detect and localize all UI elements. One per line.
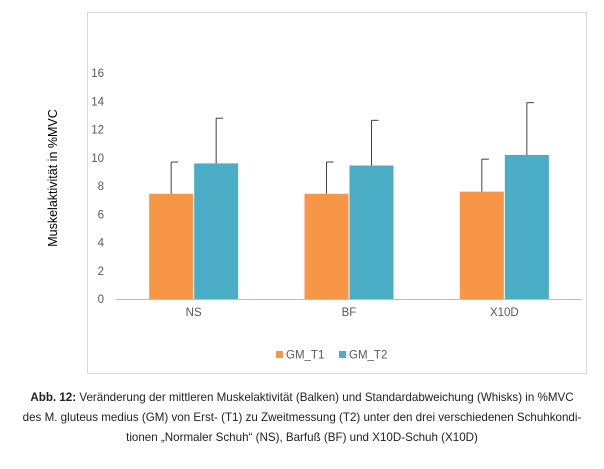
x-tick-label: X10D xyxy=(490,307,519,319)
caption-line-3: tionen „Normaler Schuh“ (NS), Barfuß (BF… xyxy=(126,431,478,444)
bars xyxy=(149,154,549,299)
legend-label: GM_T2 xyxy=(349,350,387,362)
legend-swatch xyxy=(276,351,283,358)
bar-gm-t2-bf xyxy=(349,165,394,299)
x-axis: NS BF X10D xyxy=(186,307,519,319)
y-tick-label: 0 xyxy=(98,294,104,306)
y-axis-label: Muskelaktivität in %MVC xyxy=(46,109,60,247)
error-bars xyxy=(170,102,534,194)
y-tick-label: 2 xyxy=(98,266,104,278)
y-tick-label: 6 xyxy=(98,209,104,221)
y-tick-label: 14 xyxy=(91,96,104,108)
legend: GM_T1 GM_T2 xyxy=(276,350,387,362)
y-tick-label: 12 xyxy=(91,125,104,137)
caption-label: Abb. 12: xyxy=(30,391,77,404)
y-tick-label: 16 xyxy=(91,68,104,80)
x-tick-label: BF xyxy=(342,307,357,319)
bar-gm-t1-x10d xyxy=(459,191,504,299)
figure-caption: Abb. 12: Veränderung der mittleren Muske… xyxy=(8,388,596,448)
bar-gm-t2-x10d xyxy=(504,154,549,299)
legend-label: GM_T1 xyxy=(286,350,324,362)
bar-gm-t1-ns xyxy=(149,193,194,299)
x-tick-label: NS xyxy=(186,307,202,319)
chart: Muskelaktivität in %MVC 0 2 4 6 8 10 12 14 16 NS… xyxy=(46,12,587,374)
y-tick-label: 10 xyxy=(91,153,104,165)
y-tick-label: 4 xyxy=(98,238,105,250)
legend-swatch xyxy=(339,351,346,358)
caption-line-1: Veränderung der mittleren Muskelaktivitä… xyxy=(76,391,574,404)
caption-line-2: des M. gluteus medius (GM) von Erst- (T1… xyxy=(22,411,582,424)
bar-gm-t1-bf xyxy=(304,193,349,299)
y-tick-label: 8 xyxy=(98,181,104,193)
bar-gm-t2-ns xyxy=(194,163,239,299)
y-axis: 0 2 4 6 8 10 12 14 16 xyxy=(91,68,104,306)
